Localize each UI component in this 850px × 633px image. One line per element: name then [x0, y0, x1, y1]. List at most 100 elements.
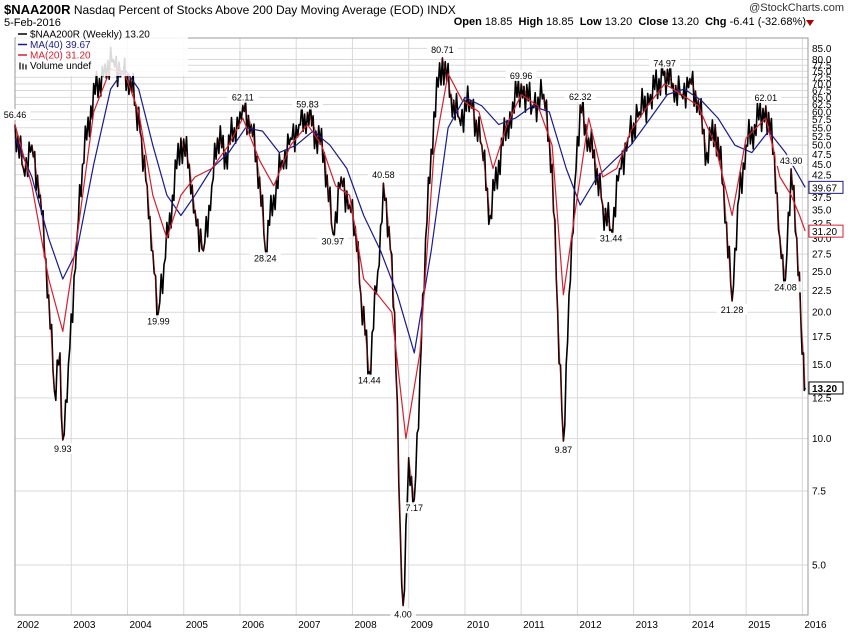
down-week-segment	[790, 168, 798, 239]
down-week-segment	[773, 152, 781, 239]
y-tick-label: 70.0	[812, 79, 832, 90]
x-tick-label: 2005	[186, 620, 209, 631]
annotation-label: 43.90	[780, 156, 803, 166]
down-week-segment	[450, 94, 460, 119]
down-week-segment	[543, 94, 553, 165]
down-week-segment	[180, 137, 190, 165]
annotation-bg	[390, 608, 416, 620]
annotation-label: 9.87	[555, 445, 573, 455]
down-week-segment	[796, 238, 802, 316]
annotations: 56.46 9.93 19.99 62.11 28.24 59.83 30.97 40.58 1…	[0, 43, 807, 620]
down-week-segment	[441, 57, 452, 95]
down-week-segment	[579, 104, 590, 139]
annotation-bg	[564, 91, 596, 103]
annotation-label: 62.01	[755, 93, 778, 103]
x-tick-label: 2010	[467, 620, 490, 631]
legend-label: Volume undef	[30, 61, 91, 72]
y-tick-label: 15.0	[812, 360, 832, 371]
down-week-segment	[765, 105, 775, 153]
annotation-bg	[550, 443, 577, 455]
annotation-label: 4.00	[394, 610, 412, 620]
volume-bars-icon	[25, 64, 27, 70]
annotation-bg	[770, 281, 802, 293]
down-arrow-icon	[806, 20, 814, 26]
down-week-segment	[31, 145, 41, 196]
watermark: @StockCharts.com	[749, 2, 844, 14]
down-week-segment	[323, 152, 334, 233]
annotation-bg	[367, 169, 399, 181]
high-label: High	[518, 16, 543, 28]
y-tick-label: 20.0	[812, 308, 832, 319]
y-tick-label: 57.5	[812, 115, 832, 126]
right-value-label: 13.20	[812, 384, 837, 395]
annotation-bg	[426, 43, 458, 55]
down-week-segment	[408, 457, 415, 500]
y-tick-label: 50.0	[812, 141, 832, 152]
down-week-segment	[194, 210, 204, 251]
symbol-label: $NAA200R	[4, 2, 71, 17]
y-tick-label: 77.5	[812, 61, 832, 72]
y-tick-label: 45.0	[812, 160, 832, 171]
legend-label: MA(20) 31.20	[30, 51, 91, 62]
down-week-segment	[340, 176, 351, 206]
y-tick-label: 60.0	[812, 107, 832, 118]
down-week-segment	[382, 183, 390, 227]
y-tick-label: 67.5	[812, 86, 832, 97]
down-week-segment	[399, 531, 404, 606]
grid	[14, 38, 808, 615]
y-axis: 85.080.077.575.072.570.067.565.062.560.0…	[812, 44, 832, 572]
annotation-label: 62.32	[569, 92, 592, 102]
right-value-label: 39.67	[812, 183, 837, 194]
annotation-label: 31.44	[600, 234, 623, 244]
annotation-label: 14.44	[358, 376, 381, 386]
series-group	[14, 46, 806, 607]
annotation-label: 80.71	[431, 45, 454, 55]
y-tick-label: 12.5	[812, 393, 832, 404]
annotation-bg	[401, 502, 428, 514]
down-week-segment	[557, 312, 564, 441]
annotation-label: 40.58	[372, 170, 395, 180]
x-tick-label: 2013	[636, 620, 659, 631]
annotation-label: 30.97	[321, 236, 344, 246]
y-tick-label: 37.5	[812, 193, 832, 204]
down-week-segment	[520, 83, 533, 107]
y-tick-label: 17.5	[812, 332, 832, 343]
chg-value: -6.41 (-32.68%)	[729, 16, 806, 28]
down-week-segment	[596, 168, 604, 206]
down-week-segment	[59, 352, 64, 440]
down-week-segment	[388, 226, 396, 313]
annotation-bg	[227, 91, 259, 103]
y-tick-label: 42.5	[812, 170, 832, 181]
chart-title: $NAA200R Nasdaq Percent of Stocks Above …	[4, 2, 456, 17]
annotation-bg	[291, 98, 323, 110]
down-week-segment	[360, 294, 370, 372]
down-week-segment	[723, 185, 733, 301]
annotation-bg	[649, 57, 681, 69]
y-tick-label: 5.0	[812, 560, 826, 571]
annotation-label: 56.46	[4, 110, 27, 120]
low-value: 13.20	[604, 16, 633, 28]
volume-bars-icon	[22, 63, 24, 70]
y-tick-label: 22.5	[812, 286, 832, 297]
volume-bars-icon	[19, 62, 21, 70]
right-value-box	[808, 224, 844, 238]
annotation-label: 28.24	[254, 253, 277, 263]
y-tick-label: 10.0	[812, 434, 832, 445]
annotation-bg	[50, 442, 76, 454]
down-week-segment	[152, 250, 159, 313]
down-week-segment	[672, 83, 682, 95]
down-week-segment	[588, 137, 598, 169]
x-tick-label: 2015	[748, 620, 771, 631]
chart-date: 5-Feb-2016	[4, 17, 61, 29]
close-label: Close	[638, 16, 669, 28]
close-value: 13.20	[671, 16, 699, 28]
down-week-segment	[146, 185, 154, 251]
annotation-bg	[716, 303, 748, 315]
annotation-label: 19.99	[147, 316, 170, 326]
x-tick-label: 2006	[242, 620, 265, 631]
price-series-line	[14, 46, 806, 607]
right-value-box	[808, 180, 844, 194]
down-week-segment	[188, 164, 196, 211]
annotation-bg	[0, 109, 31, 121]
x-axis: 2002 2003 2004 2005 2006 2007 2008 2009 2010 2011…	[17, 620, 827, 631]
